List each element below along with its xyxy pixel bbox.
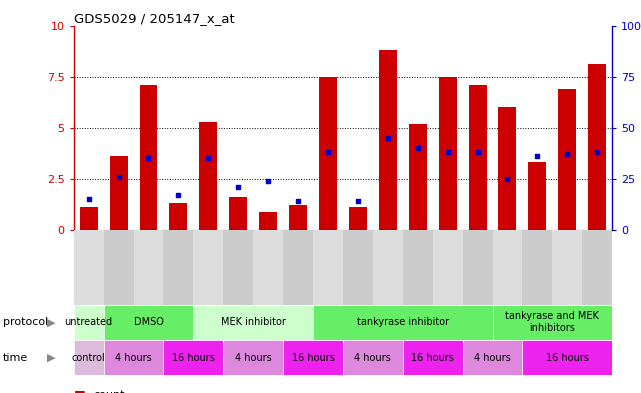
Point: [503, 176, 513, 182]
Bar: [469, 85, 487, 230]
Bar: [403, 340, 463, 375]
Text: ■: ■: [74, 388, 85, 393]
Point: [203, 155, 213, 162]
Bar: [104, 305, 194, 340]
Text: 4 hours: 4 hours: [235, 353, 272, 363]
Text: 4 hours: 4 hours: [354, 353, 391, 363]
Bar: [438, 77, 456, 230]
Bar: [104, 230, 133, 305]
Text: tankyrase and MEK
inhibitors: tankyrase and MEK inhibitors: [505, 312, 599, 333]
Bar: [528, 162, 546, 230]
Text: 4 hours: 4 hours: [474, 353, 511, 363]
Bar: [522, 230, 553, 305]
Bar: [140, 85, 158, 230]
Point: [353, 198, 363, 204]
Bar: [343, 230, 373, 305]
Point: [383, 135, 393, 141]
Bar: [194, 230, 223, 305]
Bar: [349, 208, 367, 230]
Text: 16 hours: 16 hours: [546, 353, 588, 363]
Text: 4 hours: 4 hours: [115, 353, 152, 363]
Point: [442, 149, 453, 155]
Bar: [379, 50, 397, 230]
Point: [293, 198, 303, 204]
Bar: [492, 230, 522, 305]
Bar: [373, 230, 403, 305]
Bar: [133, 230, 163, 305]
Point: [562, 151, 572, 158]
Bar: [313, 230, 343, 305]
Text: tankyrase inhibitor: tankyrase inhibitor: [356, 317, 449, 327]
Bar: [463, 340, 522, 375]
Bar: [558, 89, 576, 230]
Point: [233, 184, 244, 190]
Bar: [229, 197, 247, 230]
Bar: [74, 230, 104, 305]
Text: control: control: [72, 353, 106, 363]
Bar: [522, 340, 612, 375]
Bar: [553, 230, 582, 305]
Text: count: count: [93, 390, 124, 393]
Text: time: time: [3, 353, 28, 363]
Point: [592, 149, 603, 155]
Bar: [319, 77, 337, 230]
Bar: [313, 305, 492, 340]
Bar: [463, 230, 492, 305]
Bar: [110, 156, 128, 230]
Bar: [223, 230, 253, 305]
Bar: [582, 230, 612, 305]
Point: [532, 153, 542, 160]
Bar: [499, 107, 517, 230]
Bar: [343, 340, 403, 375]
Point: [83, 196, 94, 202]
Bar: [433, 230, 463, 305]
Text: 16 hours: 16 hours: [412, 353, 454, 363]
Point: [113, 174, 124, 180]
Text: GDS5029 / 205147_x_at: GDS5029 / 205147_x_at: [74, 12, 235, 25]
Point: [144, 155, 154, 162]
Text: MEK inhibitor: MEK inhibitor: [221, 317, 286, 327]
Bar: [283, 340, 343, 375]
Text: protocol: protocol: [3, 317, 49, 327]
Bar: [104, 340, 163, 375]
Bar: [74, 340, 104, 375]
Bar: [194, 305, 313, 340]
Bar: [283, 230, 313, 305]
Bar: [492, 305, 612, 340]
Bar: [79, 208, 97, 230]
Bar: [169, 203, 187, 230]
Text: ▶: ▶: [47, 353, 55, 363]
Bar: [163, 230, 194, 305]
Bar: [253, 230, 283, 305]
Text: untreated: untreated: [65, 317, 113, 327]
Bar: [163, 340, 223, 375]
Point: [413, 145, 423, 151]
Bar: [199, 121, 217, 230]
Bar: [403, 230, 433, 305]
Bar: [409, 124, 427, 230]
Point: [263, 178, 273, 184]
Text: ▶: ▶: [47, 317, 55, 327]
Point: [323, 149, 333, 155]
Point: [173, 192, 183, 198]
Text: DMSO: DMSO: [133, 317, 163, 327]
Bar: [74, 305, 104, 340]
Text: 16 hours: 16 hours: [292, 353, 335, 363]
Bar: [588, 64, 606, 230]
Bar: [223, 340, 283, 375]
Point: [472, 149, 483, 155]
Bar: [289, 206, 307, 230]
Text: 16 hours: 16 hours: [172, 353, 215, 363]
Bar: [259, 211, 277, 230]
